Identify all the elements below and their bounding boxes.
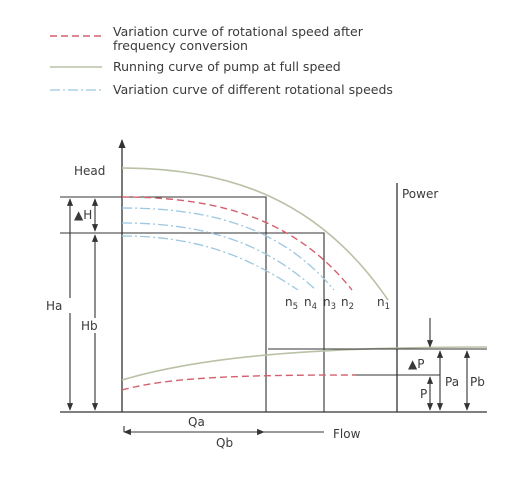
speed-label-n1: n1 — [377, 295, 390, 312]
legend-label-different-speeds: Variation curve of different rotational … — [113, 82, 393, 97]
speed-label-n2: n2 — [341, 295, 354, 312]
qa-label: Qa — [188, 415, 205, 429]
power-axis-label: Power — [402, 187, 438, 201]
speed-labels: n5 n4 n3 n2 n1 — [285, 295, 390, 312]
speed-label-n5: n5 — [285, 295, 298, 312]
legend-label-full-speed: Running curve of pump at full speed — [113, 59, 341, 74]
pa-label: Pa — [445, 375, 459, 389]
pb-label: Pb — [470, 375, 485, 389]
legend: Variation curve of rotational speed afte… — [50, 24, 393, 97]
operating-box-a — [60, 196, 267, 412]
flow-axis-label: Flow — [333, 427, 361, 441]
hb-label: Hb — [81, 319, 98, 333]
speed-curve-n4 — [121, 222, 317, 291]
speed-curve-n5 — [121, 235, 299, 291]
speed-curve-n3 — [121, 207, 335, 291]
operating-box-b — [60, 232, 325, 412]
speed-label-n4: n4 — [304, 295, 317, 312]
delta-p-label: ▲P — [408, 357, 424, 371]
legend-label-conversion-line2: frequency conversion — [113, 38, 248, 53]
head-axis-label: Head — [74, 164, 105, 178]
legend-label-conversion-line1: Variation curve of rotational speed afte… — [113, 24, 364, 39]
ha-label-bg — [63, 298, 79, 313]
speed-label-n3: n3 — [323, 295, 336, 312]
full-speed-head-curve — [121, 167, 389, 301]
hb-label-bg — [80, 318, 110, 333]
p-label: P — [420, 387, 427, 401]
qb-label: Qb — [216, 436, 233, 450]
ha-label: Ha — [46, 299, 62, 313]
delta-h-label: ▲H — [74, 208, 92, 222]
full-speed-power-curve — [121, 346, 488, 381]
conversion-power-curve — [121, 374, 357, 391]
conversion-head-curve — [121, 196, 353, 291]
